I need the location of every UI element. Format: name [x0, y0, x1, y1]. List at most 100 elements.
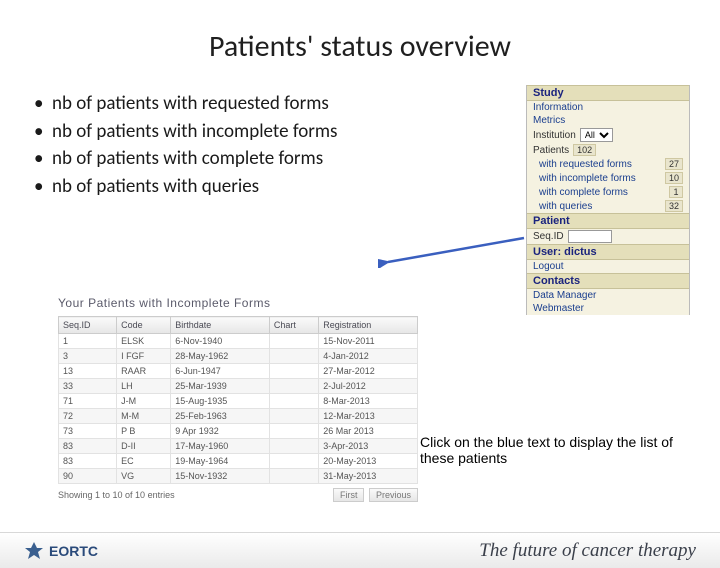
table-cell: 6-Jun-1947 [171, 364, 270, 379]
panel-header-patient: Patient [527, 213, 689, 229]
link-logout[interactable]: Logout [527, 260, 689, 273]
table-cell: ELSK [117, 334, 171, 349]
patients-table-panel: Your Patients with Incomplete Forms Seq.… [58, 296, 418, 502]
table-title: Your Patients with Incomplete Forms [58, 296, 418, 310]
table-cell: 9 Apr 1932 [171, 424, 270, 439]
link-webmaster[interactable]: Webmaster [527, 302, 689, 315]
patients-row: Patients 102 [527, 143, 689, 157]
table-row[interactable]: 3I FGF28-May-19624-Jan-2012 [59, 349, 418, 364]
pager-first[interactable]: First [333, 488, 365, 502]
table-row[interactable]: 83EC19-May-196420-May-2013 [59, 454, 418, 469]
table-cell: 15-Aug-1935 [171, 394, 270, 409]
table-cell: 71 [59, 394, 117, 409]
table-header-cell[interactable]: Code [117, 317, 171, 334]
logo-text: EORTC [49, 543, 98, 559]
study-stat-label: with requested forms [539, 159, 632, 170]
table-header-cell[interactable]: Registration [319, 317, 418, 334]
pager-prev[interactable]: Previous [369, 488, 418, 502]
table-cell: 73 [59, 424, 117, 439]
table-row[interactable]: 83D-II17-May-19603-Apr-2013 [59, 439, 418, 454]
seqid-row: Seq.ID [527, 229, 689, 244]
table-cell: 28-May-1962 [171, 349, 270, 364]
table-row[interactable]: 13RAAR6-Jun-194727-Mar-2012 [59, 364, 418, 379]
arrow-annotation [378, 234, 528, 268]
link-information[interactable]: Information [527, 101, 689, 114]
table-cell: 1 [59, 334, 117, 349]
table-header-cell[interactable]: Birthdate [171, 317, 270, 334]
side-panel: Study Information Metrics Institution Al… [526, 85, 690, 315]
patients-table: Seq.IDCodeBirthdateChartRegistration 1EL… [58, 316, 418, 484]
study-stat-label: with incomplete forms [539, 173, 636, 184]
table-cell: 13 [59, 364, 117, 379]
logo-icon [24, 541, 44, 561]
table-cell: 90 [59, 469, 117, 484]
bullet-item: nb of patients with queries [30, 174, 518, 200]
table-cell: 8-Mar-2013 [319, 394, 418, 409]
table-row[interactable]: 1ELSK6-Nov-194015-Nov-2011 [59, 334, 418, 349]
study-stat-value: 1 [669, 186, 683, 198]
footer-bar: EORTC The future of cancer therapy [0, 532, 720, 568]
link-data-manager[interactable]: Data Manager [527, 289, 689, 302]
table-cell: J-M [117, 394, 171, 409]
table-cell: 4-Jan-2012 [319, 349, 418, 364]
table-cell: VG [117, 469, 171, 484]
table-cell: 33 [59, 379, 117, 394]
study-stat-row[interactable]: with requested forms 27 [527, 157, 689, 171]
study-stat-value: 27 [665, 158, 683, 170]
table-cell [269, 394, 318, 409]
institution-label: Institution [533, 130, 576, 141]
table-cell: 15-Nov-2011 [319, 334, 418, 349]
table-cell: D-II [117, 439, 171, 454]
callout-text: Click on the blue text to display the li… [420, 434, 680, 466]
table-cell [269, 454, 318, 469]
table-cell: 3 [59, 349, 117, 364]
table-cell [269, 409, 318, 424]
study-stat-value: 32 [665, 200, 683, 212]
study-stat-value: 10 [665, 172, 683, 184]
pager: First Previous [331, 488, 418, 502]
study-stat-label: with complete forms [539, 187, 628, 198]
table-cell [269, 424, 318, 439]
table-header-cell[interactable]: Seq.ID [59, 317, 117, 334]
table-cell: 25-Mar-1939 [171, 379, 270, 394]
table-cell: 83 [59, 454, 117, 469]
table-cell: 17-May-1960 [171, 439, 270, 454]
bullet-item: nb of patients with requested forms [30, 91, 518, 117]
table-row[interactable]: 33LH25-Mar-19392-Jul-2012 [59, 379, 418, 394]
link-metrics[interactable]: Metrics [527, 114, 689, 127]
bullet-item: nb of patients with incomplete forms [30, 119, 518, 145]
table-row[interactable]: 90VG15-Nov-193231-May-2013 [59, 469, 418, 484]
seqid-input[interactable] [568, 230, 612, 243]
table-cell: 25-Feb-1963 [171, 409, 270, 424]
table-cell: M-M [117, 409, 171, 424]
table-cell [269, 469, 318, 484]
patients-count: 102 [573, 144, 596, 156]
table-header-cell[interactable]: Chart [269, 317, 318, 334]
table-cell: 2-Jul-2012 [319, 379, 418, 394]
study-stat-row[interactable]: with complete forms 1 [527, 185, 689, 199]
panel-header-study: Study [527, 85, 689, 101]
logo: EORTC [24, 541, 98, 561]
table-cell: EC [117, 454, 171, 469]
study-stat-row[interactable]: with incomplete forms 10 [527, 171, 689, 185]
table-cell: 19-May-1964 [171, 454, 270, 469]
table-cell: 26 Mar 2013 [319, 424, 418, 439]
patients-label: Patients [533, 145, 569, 156]
seqid-label: Seq.ID [533, 231, 564, 242]
table-cell: P B [117, 424, 171, 439]
study-stat-label: with queries [539, 201, 592, 212]
table-row[interactable]: 71J-M15-Aug-1935 8-Mar-2013 [59, 394, 418, 409]
table-cell [269, 439, 318, 454]
table-row[interactable]: 72M-M25-Feb-1963 12-Mar-2013 [59, 409, 418, 424]
slide-title: Patients' status overview [0, 28, 720, 65]
table-cell: 15-Nov-1932 [171, 469, 270, 484]
table-row[interactable]: 73P B9 Apr 1932 26 Mar 2013 [59, 424, 418, 439]
institution-select[interactable]: All [580, 128, 613, 142]
table-cell: 3-Apr-2013 [319, 439, 418, 454]
table-footer: Showing 1 to 10 of 10 entries First Prev… [58, 488, 418, 502]
study-stat-row[interactable]: with queries 32 [527, 199, 689, 213]
table-cell: 72 [59, 409, 117, 424]
panel-header-contacts: Contacts [527, 273, 689, 289]
table-cell: 12-Mar-2013 [319, 409, 418, 424]
table-cell [269, 364, 318, 379]
